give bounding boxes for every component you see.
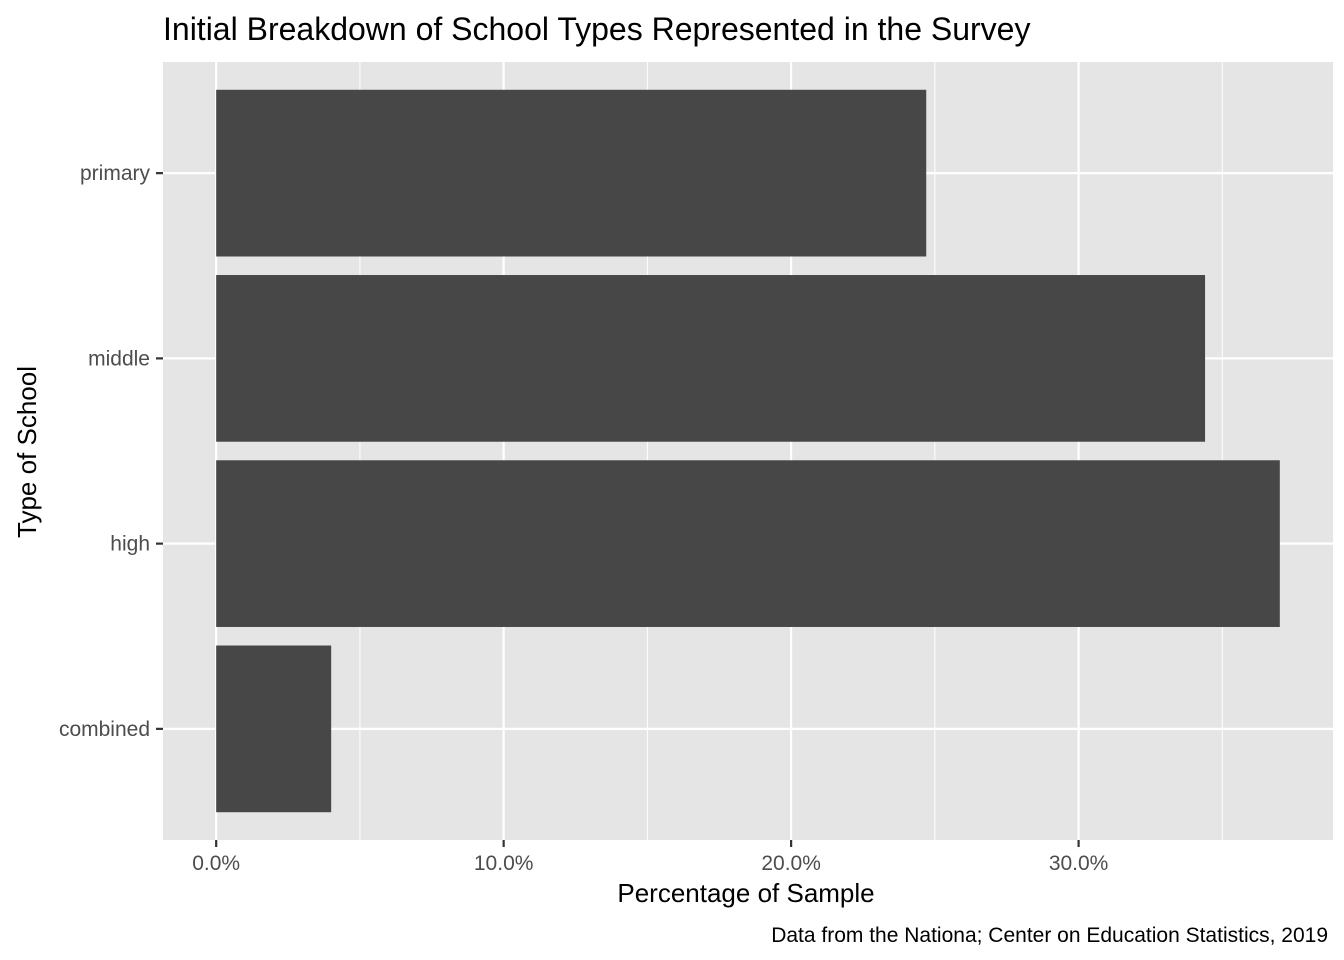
bar-combined: [216, 645, 332, 813]
chart-caption: Data from the Nationa; Center on Educati…: [771, 924, 1328, 947]
y-axis-title: Type of School: [12, 366, 42, 538]
y-tick-label: primary: [80, 162, 151, 185]
chart-title: Initial Breakdown of School Types Repres…: [163, 11, 1030, 47]
y-tick-label: middle: [88, 347, 150, 370]
x-axis: 0.0% 10.0% 20.0% 30.0%: [192, 840, 1108, 875]
y-tick-label: high: [110, 533, 150, 556]
x-tick-label: 10.0%: [474, 852, 534, 875]
bar-middle: [216, 275, 1206, 442]
bar-high: [216, 460, 1280, 627]
x-tick-label: 30.0%: [1049, 852, 1109, 875]
y-axis: primary middle high combined: [59, 162, 163, 741]
x-axis-title: Percentage of Sample: [617, 878, 874, 908]
y-tick-label: combined: [59, 718, 150, 741]
x-tick-label: 20.0%: [761, 852, 821, 875]
bars: [216, 89, 1280, 813]
bar-primary: [216, 89, 927, 257]
x-tick-label: 0.0%: [192, 852, 240, 875]
